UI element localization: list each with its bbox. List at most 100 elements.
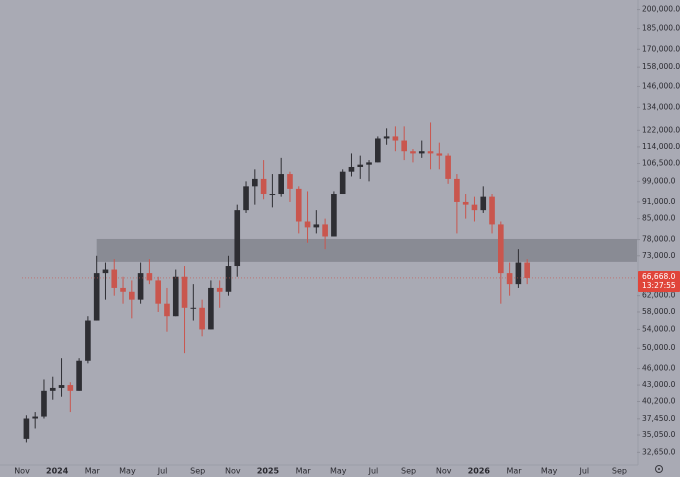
candle-body (111, 269, 118, 288)
candle-body (348, 166, 355, 172)
candle-body (339, 171, 346, 195)
x-tick-label: May (541, 467, 558, 476)
y-tick-label: 91,000.0 (642, 197, 676, 206)
candle-body (304, 221, 311, 228)
price-zone (96, 238, 637, 262)
y-tick-label: 73,000.0 (642, 251, 676, 260)
x-tick-label: Nov (225, 467, 241, 476)
candle-body (392, 136, 399, 141)
candle-body (137, 273, 144, 300)
candle-body (23, 418, 30, 439)
y-tick-label: 40,200.0 (642, 397, 676, 406)
candle-body (146, 273, 153, 281)
y-tick-label: 200,000.0 (642, 5, 680, 14)
candle-body (155, 280, 161, 304)
candle-body (366, 162, 372, 165)
candle-body (462, 201, 469, 205)
x-tick-label: Mar (296, 467, 312, 476)
candle-body (234, 210, 241, 267)
x-tick-label: Sep (401, 467, 416, 476)
candle-body (287, 174, 293, 189)
candle-body (322, 224, 328, 237)
y-tick-label: 35,050.0 (642, 430, 676, 439)
candle-body (313, 224, 320, 228)
y-tick-label: 43,000.0 (642, 380, 676, 389)
candle-body (252, 178, 258, 187)
countdown-label: 13:27:55 (642, 281, 676, 290)
candle-body (76, 360, 82, 391)
y-tick-label: 58,000.0 (642, 307, 676, 316)
y-tick-label: 106,500.0 (642, 159, 680, 168)
x-tick-label: 2025 (257, 467, 280, 476)
candle-body (515, 262, 522, 285)
x-tick-label: 2026 (468, 467, 491, 476)
candle-body (418, 151, 425, 154)
candle-body (225, 266, 232, 292)
x-tick-label: 2024 (46, 467, 69, 476)
x-tick-label: Nov (14, 467, 30, 476)
settings-icon[interactable] (655, 465, 663, 473)
y-tick-label: 99,000.0 (642, 176, 676, 185)
y-tick-label: 122,000.0 (642, 125, 680, 134)
candle-body (427, 151, 434, 154)
x-tick-label: Jul (578, 467, 589, 476)
y-tick-label: 170,000.0 (642, 44, 680, 53)
x-tick-label: Jul (157, 467, 168, 476)
candle-body (102, 269, 109, 274)
y-tick-label: 32,650.0 (642, 447, 676, 456)
candle-body (208, 287, 214, 330)
y-tick-label: 78,000.0 (642, 235, 676, 244)
x-tick-label: Sep (612, 467, 627, 476)
x-tick-label: May (330, 467, 347, 476)
y-tick-label: 185,000.0 (642, 24, 680, 33)
candle-body (93, 273, 100, 321)
x-tick-label: Jul (368, 467, 379, 476)
candle-body (41, 390, 47, 417)
settings-icon-ring[interactable] (655, 465, 663, 473)
y-tick-label: 158,000.0 (642, 62, 680, 71)
y-tick-label: 134,000.0 (642, 102, 680, 111)
candle-body (216, 287, 223, 292)
y-tick-label: 85,000.0 (642, 214, 676, 223)
candle-body (524, 262, 530, 278)
y-tick-label: 50,000.0 (642, 343, 676, 352)
y-tick-label: 46,000.0 (642, 364, 676, 373)
y-tick-label: 146,000.0 (642, 81, 680, 90)
candle-body (199, 307, 205, 330)
candle-body (120, 287, 126, 292)
x-tick-label: Nov (436, 467, 452, 476)
candle-body (58, 385, 65, 388)
candle-body (375, 138, 381, 163)
candle-body (190, 307, 197, 309)
x-tick-label: May (119, 467, 136, 476)
candle-body (357, 164, 364, 167)
candle-body (295, 188, 302, 222)
candle-body (260, 178, 267, 195)
candle-body (278, 174, 284, 195)
settings-icon-dot[interactable] (658, 468, 660, 470)
candle-body (445, 155, 451, 179)
candle-body (454, 178, 460, 202)
candle-body (129, 291, 135, 300)
candle-body (32, 416, 38, 419)
candle-body (471, 204, 478, 211)
y-tick-label: 114,000.0 (642, 142, 680, 151)
candle-body (85, 320, 91, 361)
candle-body (181, 276, 188, 308)
candle-body (331, 194, 337, 237)
x-tick-label: Mar (85, 467, 101, 476)
candle-body (269, 194, 276, 196)
x-tick-label: Mar (506, 467, 522, 476)
y-tick-label: 37,450.0 (642, 414, 676, 423)
candle-body (67, 385, 74, 391)
y-tick-label: 54,000.0 (642, 324, 676, 333)
candle-body (401, 140, 407, 152)
last-price-box (638, 270, 680, 292)
candle-body (436, 153, 443, 156)
candles (23, 122, 530, 443)
candle-body (243, 186, 249, 211)
candle-body (498, 224, 504, 274)
